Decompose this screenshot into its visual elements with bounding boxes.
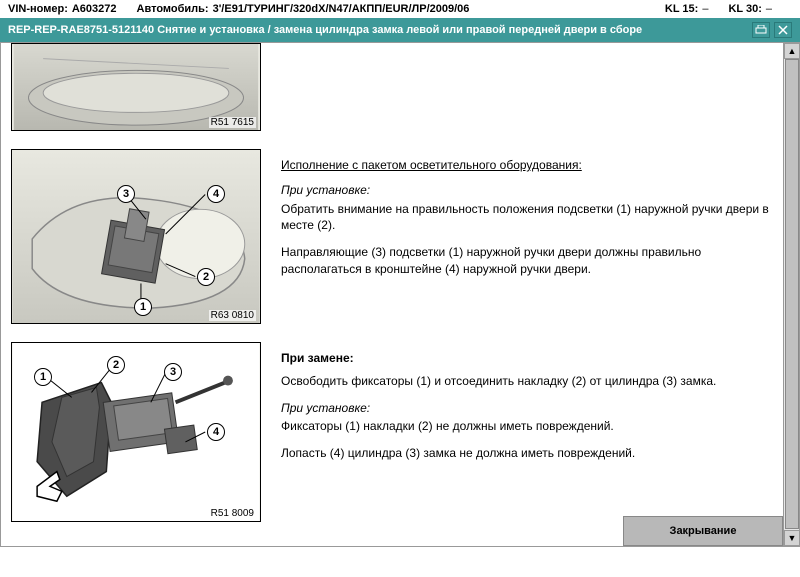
section-1-text: [281, 43, 773, 131]
callout3-3: 3: [164, 363, 182, 381]
page-title: REP-REP-RAE8751-5121140 Снятие и установ…: [8, 24, 752, 36]
scroll-thumb[interactable]: [785, 59, 799, 529]
scroll-area: R51 7615 4 3: [1, 43, 783, 546]
auto-value: 3'/E91/ТУРИНГ/320dX/N47/АКПП/EUR/ЛР/2009…: [213, 3, 645, 15]
section-2-text: Исполнение с пакетом осветительного обор…: [281, 149, 773, 324]
close-button[interactable]: Закрывание: [623, 516, 783, 546]
kl15-label: KL 15:: [665, 3, 698, 15]
kl15-value: –: [702, 3, 708, 15]
figure-3-ref: R51 8009: [209, 508, 256, 519]
section-1: R51 7615: [11, 43, 773, 131]
content-wrap: R51 7615 4 3: [0, 42, 800, 547]
callout-1: 1: [134, 298, 152, 316]
section-2-p2: Направляющие (3) подсветки (1) наружной …: [281, 244, 773, 278]
vin-value: A603272: [72, 3, 117, 15]
section-3-p1: Освободить фиксаторы (1) и отсоединить н…: [281, 373, 773, 390]
auto-label: Автомобиль:: [137, 3, 209, 15]
top-bar: VIN-номер: A603272 Автомобиль: 3'/E91/ТУ…: [0, 0, 800, 18]
callout-2: 2: [197, 268, 215, 286]
section-3: 1 2 3 4 R51 8009 При замене: Освободить …: [11, 342, 773, 522]
close-icon[interactable]: [774, 22, 792, 38]
scrollbar[interactable]: ▲ ▼: [783, 43, 799, 546]
callout3-2: 2: [107, 356, 125, 374]
callout-3: 3: [117, 185, 135, 203]
kl30-label: KL 30:: [728, 3, 761, 15]
callout-4: 4: [207, 185, 225, 203]
section-3-p3: Лопасть (4) цилиндра (3) замка не должна…: [281, 445, 773, 462]
print-icon[interactable]: [752, 22, 770, 38]
header-icons: [752, 22, 792, 38]
section-2-sub1: При установке:: [281, 182, 773, 199]
figure-1-ref: R51 7615: [209, 117, 256, 128]
section-3-p2: Фиксаторы (1) накладки (2) не должны име…: [281, 418, 773, 435]
section-3-heading: При замене:: [281, 350, 773, 367]
section-2-heading: Исполнение с пакетом осветительного обор…: [281, 157, 773, 174]
header-bar: REP-REP-RAE8751-5121140 Снятие и установ…: [0, 18, 800, 42]
kl30-value: –: [766, 3, 772, 15]
figure-3: 1 2 3 4 R51 8009: [11, 342, 261, 522]
figure-1: R51 7615: [11, 43, 261, 131]
scroll-down-button[interactable]: ▼: [784, 530, 800, 546]
section-3-text: При замене: Освободить фиксаторы (1) и о…: [281, 342, 773, 522]
section-3-sub1: При установке:: [281, 400, 773, 417]
figure-2-ref: R63 0810: [209, 310, 256, 321]
scroll-up-button[interactable]: ▲: [784, 43, 800, 59]
section-2: 4 3 2 1 R63 0810 Исполнение с пакетом ос…: [11, 149, 773, 324]
vin-label: VIN-номер:: [8, 3, 68, 15]
figure-2: 4 3 2 1 R63 0810: [11, 149, 261, 324]
callout3-4: 4: [207, 423, 225, 441]
section-2-p1: Обратить внимание на правильность положе…: [281, 201, 773, 235]
callout3-1: 1: [34, 368, 52, 386]
